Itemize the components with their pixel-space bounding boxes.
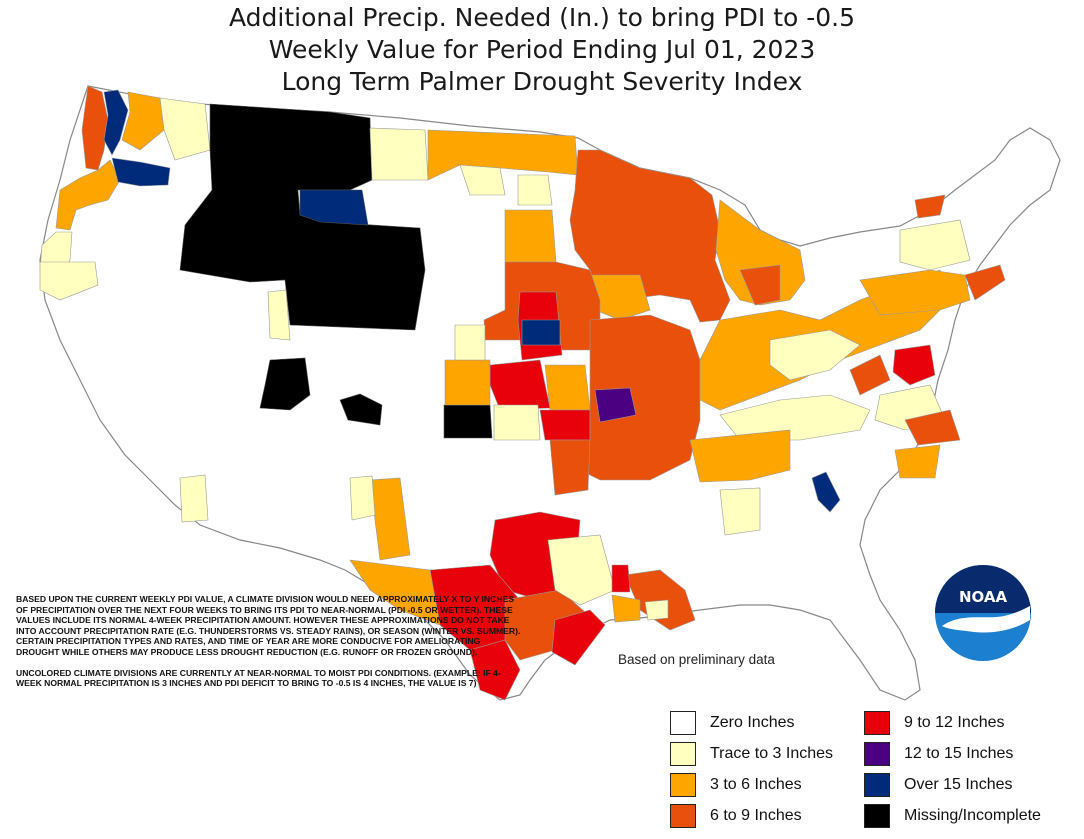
region-wv-6to9: [849, 354, 891, 396]
legend-swatch: [670, 804, 696, 828]
region-missing-ok-panhandle: [443, 404, 493, 439]
noaa-logo-text: NOAA: [959, 588, 1008, 606]
region-nd-trace: [459, 164, 506, 196]
region-missing-co-sw: [339, 393, 383, 426]
region-mt-trace: [369, 127, 429, 181]
region-wa-trace: [159, 97, 211, 161]
region-tx-trace: [547, 534, 616, 606]
region-tn-orange: [689, 429, 791, 483]
legend-swatch: [864, 711, 890, 735]
legend-swatch: [670, 742, 696, 766]
legend-item: 9 to 12 Inches: [864, 710, 1005, 736]
region-ks-trace: [454, 324, 486, 361]
legend-swatch: [864, 804, 890, 828]
legend-item: Zero Inches: [670, 710, 794, 736]
map-title: Additional Precip. Needed (In.) to bring…: [0, 2, 1084, 98]
region-tx-coast-9to12: [551, 609, 606, 666]
region-la-9to12: [611, 564, 631, 593]
legend-item: Trace to 3 Inches: [670, 741, 833, 767]
note-paragraph-1: BASED UPON THE CURRENT WEEKLY PDI VALUE,…: [16, 594, 521, 657]
region-ks-orange-2: [544, 364, 591, 411]
region-mi-6to9: [739, 264, 781, 306]
preliminary-data-note: Based on preliminary data: [618, 652, 775, 667]
region-ut-trace: [267, 289, 291, 341]
region-nm-trace: [349, 475, 376, 521]
legend-item: 3 to 6 Inches: [670, 772, 802, 798]
region-tx-panhandle-orange: [369, 477, 411, 561]
region-ok-trace: [493, 404, 541, 441]
legend-label: Over 15 Inches: [904, 776, 1013, 793]
legend-label: 6 to 9 Inches: [710, 807, 802, 824]
region-ny-trace: [899, 219, 971, 271]
region-ks-9to12: [489, 359, 551, 411]
region-ny-6to9: [914, 194, 946, 219]
title-line-3: Long Term Palmer Drought Severity Index: [281, 67, 803, 96]
legend-item: 6 to 9 Inches: [670, 803, 802, 829]
region-la-trace: [644, 599, 669, 621]
legend: Zero Inches Trace to 3 Inches 3 to 6 Inche…: [666, 710, 1076, 834]
title-line-2: Weekly Value for Period Ending Jul 01, 2…: [268, 35, 816, 64]
region-nc-orange: [894, 444, 941, 479]
region-la-orange: [611, 594, 641, 623]
title-line-1: Additional Precip. Needed (In.) to bring…: [228, 3, 856, 32]
region-mo-12to15: [594, 387, 637, 423]
region-nj-6to9: [964, 264, 1006, 301]
legend-item: Missing/Incomplete: [864, 803, 1041, 829]
legend-swatch: [864, 773, 890, 797]
legend-item: 12 to 15 Inches: [864, 741, 1013, 767]
legend-label: 9 to 12 Inches: [904, 714, 1005, 731]
legend-swatch: [670, 773, 696, 797]
region-ks-orange: [444, 359, 491, 406]
region-nd-orange: [427, 129, 579, 181]
region-pnw-coast: [81, 85, 109, 171]
region-oh-trace: [769, 329, 861, 381]
region-ok-6to9: [549, 439, 591, 496]
region-ok-9to12: [539, 409, 591, 441]
region-tx-west-orange: [349, 559, 441, 626]
explanatory-note: BASED UPON THE CURRENT WEEKLY PDI VALUE,…: [16, 594, 526, 699]
legend-swatch: [864, 742, 890, 766]
region-ca-trace: [39, 261, 99, 301]
region-mi-orange: [715, 199, 806, 306]
region-sd-orange: [504, 209, 557, 263]
legend-label: Zero Inches: [710, 714, 795, 731]
region-md-9to12: [892, 344, 936, 386]
region-wa-east-over15: [111, 157, 171, 187]
region-ne-wy-over15: [299, 189, 369, 226]
legend-swatch: [670, 711, 696, 735]
region-tx-south-9to12: [469, 639, 521, 701]
legend-label: 12 to 15 Inches: [904, 745, 1014, 762]
region-nc-6to9: [904, 409, 961, 446]
region-mo-6to9: [579, 314, 701, 481]
noaa-logo: NOAA: [934, 564, 1032, 662]
legend-label: Missing/Incomplete: [904, 807, 1041, 824]
region-puget-over15: [103, 89, 129, 156]
region-missing-utah: [259, 357, 311, 411]
region-az-trace: [179, 474, 209, 523]
legend-label: 3 to 6 Inches: [710, 776, 802, 793]
legend-label: Trace to 3 Inches: [710, 745, 834, 762]
region-ne-over15: [521, 319, 561, 346]
note-paragraph-2: UNCOLORED CLIMATE DIVISIONS ARE CURRENTL…: [16, 667, 501, 689]
legend-item: Over 15 Inches: [864, 772, 1013, 798]
region-ms-trace: [719, 487, 761, 536]
region-sd-trace: [517, 174, 553, 206]
region-sc-over15: [811, 471, 841, 513]
